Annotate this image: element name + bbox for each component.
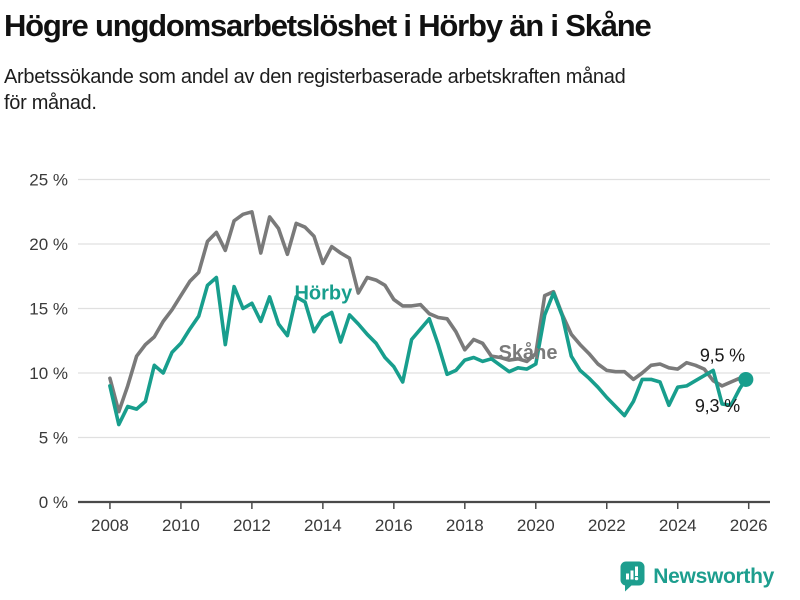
y-tick-label: 10 % [29, 364, 68, 383]
newsworthy-logo-icon [620, 561, 645, 592]
series-label-horby: Hörby [294, 282, 353, 304]
x-tick-label: 2014 [304, 516, 342, 535]
end-value-label-horby: 9,5 % [700, 345, 745, 365]
x-tick-label: 2016 [375, 516, 413, 535]
series-label-skane: Skåne [499, 341, 558, 364]
brand-footer: Newsworthy [619, 561, 774, 592]
y-tick-label: 20 % [29, 235, 68, 254]
x-tick-label: 2020 [517, 516, 555, 535]
end-value-label-skane: 9,3 % [695, 396, 740, 416]
series-end-dot-horby [738, 371, 754, 387]
chart-subtitle: Arbetssökande som andel av den registerb… [4, 65, 626, 115]
y-tick-label: 15 % [29, 300, 68, 319]
x-tick-label: 2018 [446, 516, 484, 535]
y-tick-label: 5 % [39, 429, 68, 448]
x-tick-label: 2022 [588, 516, 626, 535]
series-line-horby [108, 275, 748, 427]
x-tick-label: 2026 [730, 516, 768, 535]
y-tick-label: 0 % [39, 493, 68, 512]
series-line-skane [108, 210, 748, 414]
x-tick-label: 2012 [233, 516, 271, 535]
x-tick-label: 2010 [162, 516, 200, 535]
x-tick-label: 2024 [659, 516, 697, 535]
y-tick-label: 25 % [29, 171, 68, 190]
brand-name: Newsworthy [653, 564, 774, 588]
x-tick-label: 2008 [91, 516, 129, 535]
page-title: Högre ungdomsarbetslöshet i Hörby än i S… [4, 8, 652, 43]
